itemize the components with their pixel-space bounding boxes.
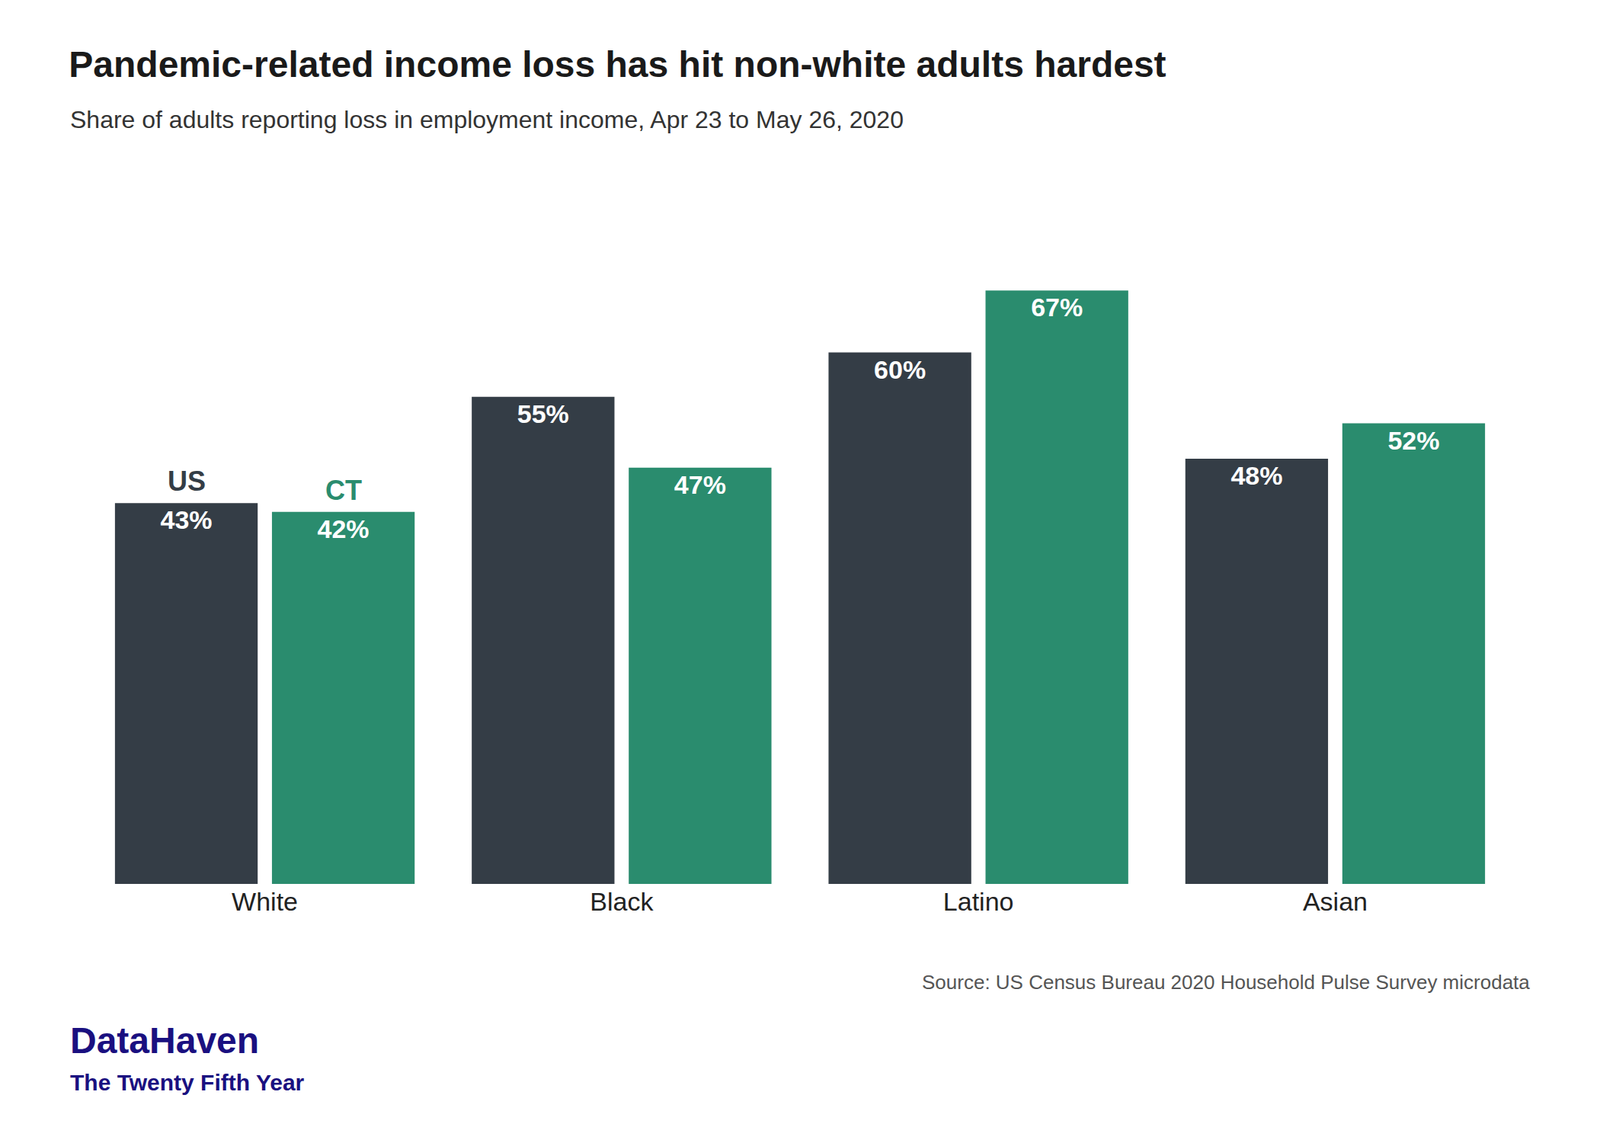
svg-text:43%: 43% bbox=[160, 505, 213, 535]
svg-text:Black: Black bbox=[589, 886, 654, 916]
svg-text:60%: 60% bbox=[873, 355, 926, 384]
svg-text:42%: 42% bbox=[317, 514, 370, 544]
svg-text:47%: 47% bbox=[674, 470, 727, 500]
svg-text:US: US bbox=[167, 465, 206, 497]
svg-text:48%: 48% bbox=[1230, 460, 1283, 490]
svg-text:Latino: Latino bbox=[943, 886, 1015, 916]
svg-text:Pandemic-related income loss h: Pandemic-related income loss has hit non… bbox=[68, 44, 1166, 85]
svg-text:DataHaven: DataHaven bbox=[70, 1020, 260, 1061]
svg-text:55%: 55% bbox=[517, 399, 570, 429]
svg-text:67%: 67% bbox=[1030, 292, 1083, 322]
svg-text:52%: 52% bbox=[1387, 425, 1440, 455]
svg-text:The Twenty Fifth Year: The Twenty Fifth Year bbox=[70, 1069, 305, 1095]
svg-text:Source: US Census Bureau 2020: Source: US Census Bureau 2020 Household … bbox=[921, 970, 1530, 994]
svg-text:White: White bbox=[231, 886, 298, 916]
svg-text:CT: CT bbox=[325, 474, 362, 506]
svg-text:Share of adults reporting loss: Share of adults reporting loss in employ… bbox=[70, 105, 904, 134]
svg-text:Asian: Asian bbox=[1302, 886, 1368, 916]
